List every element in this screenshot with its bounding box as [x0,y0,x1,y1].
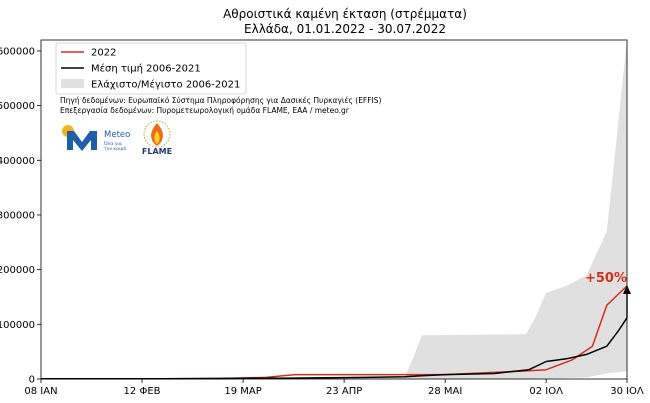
annotation-arrow-head [623,285,631,295]
band-min-max-area [41,40,627,379]
y-tick-label-4: 400000 [0,156,35,167]
legend-box [55,42,247,95]
flame-ring-icon [143,120,171,148]
source-line-1: Πηγή δεδομένων: Ευρωπαϊκό Σύστημα Πληροφ… [60,96,382,105]
meteo-logo-name: Meteo [104,130,130,140]
y-tick-label-0: 0 [29,375,35,386]
x-tick-label-4: 28 ΜΑΙ [428,386,462,397]
meteo-logo-tagline-2: τον καιρό [104,145,126,152]
legend-label-2022: 2022 [91,48,116,59]
annotation-layer: +50% [585,271,631,318]
x-tick-label-2: 19 ΜΑΡ [224,386,261,397]
source-line-2: Επεξεργασία δεδομένων: Πυρομετεωρολογική… [60,106,350,115]
flame-logo-name: FLAME [142,147,172,156]
legend-label-band: Ελάχιστο/Μέγιστο 2006-2021 [91,79,240,91]
flame-fire-core-icon [154,131,160,144]
x-tick-label-5: 02 ΙΟΛ [529,386,563,397]
y-tick-label-5: 500000 [0,101,35,112]
series-layer [40,285,628,380]
y-tick-label-2: 200000 [0,265,35,276]
meteo-m-icon [67,131,97,151]
y-tick-label-3: 300000 [0,210,35,221]
y-tick-label-1: 100000 [0,320,35,331]
flame-logo: FLAME [142,120,172,156]
legend: 2022 Μέση τιμή 2006-2021 Ελάχιστο/Μέγιστ… [55,42,247,95]
chart-subtitle: Ελλάδα, 01.01.2022 - 30.07.2022 [244,22,446,36]
x-axis: 08 ΙΑΝ 12 ΦΕΒ 19 ΜΑΡ 23 ΑΠΡ 28 ΜΑΙ 02 ΙΟΛ 30 Ι… [24,379,644,397]
x-tick-label-6: 30 ΙΟΛ [610,386,644,397]
chart-title: Αθροιστικά καμένη έκταση (στρέμματα) [223,7,467,21]
meteo-logo: Meteo Όλα για τον καιρό [62,125,130,152]
band-layer [41,40,627,379]
plot-frame [40,39,628,380]
x-tick-label-0: 08 ΙΑΝ [24,386,57,397]
x-tick-label-1: 12 ΦΕΒ [124,386,161,397]
legend-label-mean: Μέση τιμή 2006-2021 [91,63,201,75]
y-axis: 0 100000 200000 300000 400000 500000 600000 [0,46,41,386]
meteo-logo-tagline-1: Όλα για [103,140,122,147]
y-tick-label-6: 600000 [0,46,35,57]
x-tick-label-3: 23 ΑΠΡ [326,386,362,397]
legend-swatch-band [61,79,84,88]
annotation-text: +50% [585,271,627,286]
series-line-1 [40,317,628,380]
